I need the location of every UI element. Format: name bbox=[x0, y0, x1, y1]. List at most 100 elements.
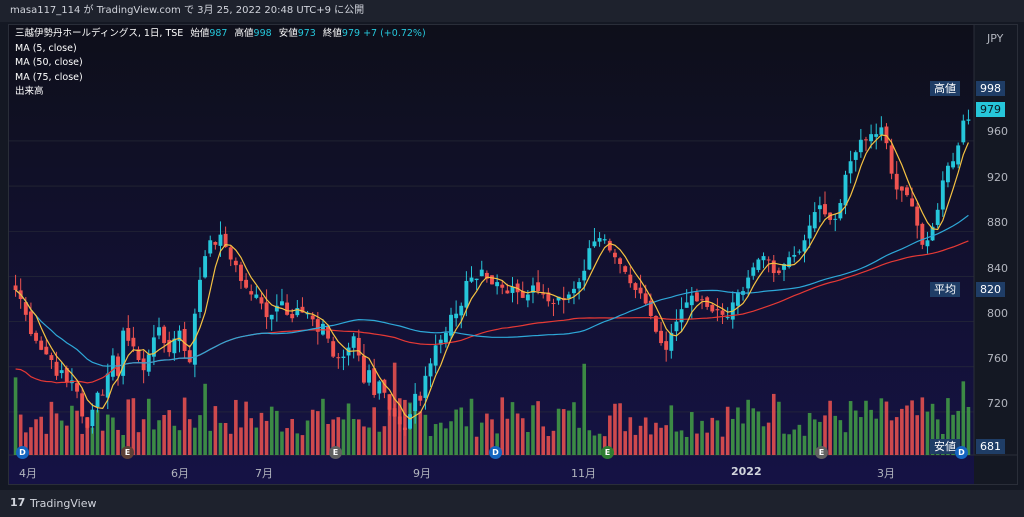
volume-bar bbox=[193, 427, 197, 455]
volume-bar bbox=[884, 401, 889, 455]
candle-body bbox=[198, 279, 202, 312]
candle-body bbox=[853, 152, 858, 160]
avg-tag-value: 820 bbox=[976, 282, 1005, 297]
symbol-name[interactable]: 三越伊勢丹ホールディングス, 1日, TSE bbox=[15, 28, 184, 39]
candle-body bbox=[945, 165, 950, 183]
volume-bar bbox=[951, 414, 955, 455]
candle-body bbox=[669, 332, 674, 351]
earnings-event-icon[interactable]: E bbox=[121, 446, 134, 459]
volume-bar bbox=[464, 426, 469, 455]
volume-bar bbox=[454, 409, 458, 455]
price-tick-800: 800 bbox=[987, 307, 1008, 320]
candle-body bbox=[828, 212, 833, 220]
candle-body bbox=[659, 330, 664, 344]
earnings-event-icon[interactable]: E bbox=[601, 446, 614, 459]
time-label-2022: 2022 bbox=[731, 465, 762, 478]
volume-bar bbox=[49, 401, 54, 455]
candle-body bbox=[182, 328, 187, 351]
candle-body bbox=[223, 233, 228, 248]
volume-bar bbox=[746, 399, 750, 455]
candle-body bbox=[454, 313, 459, 319]
volume-bar bbox=[244, 401, 248, 455]
legend-indicator-ma50[interactable]: MA (50, close) bbox=[15, 57, 83, 68]
volume-bar bbox=[459, 407, 464, 455]
volume-bar bbox=[208, 430, 213, 455]
candle-body bbox=[413, 393, 418, 412]
volume-bar bbox=[152, 429, 156, 455]
volume-bar bbox=[961, 381, 966, 455]
volume-bar bbox=[162, 414, 166, 455]
candle-body bbox=[894, 173, 899, 190]
volume-bar bbox=[131, 398, 136, 455]
candle-body bbox=[167, 339, 172, 353]
candle-body bbox=[889, 145, 894, 174]
price-tick-960: 960 bbox=[987, 125, 1008, 138]
candle-body bbox=[746, 277, 751, 289]
candle-body bbox=[925, 240, 930, 247]
tradingview-logo-icon[interactable]: 17 bbox=[10, 496, 26, 509]
volume-bar bbox=[526, 431, 530, 455]
volume-bar bbox=[664, 425, 668, 455]
volume-bar bbox=[592, 435, 597, 455]
volume-bar bbox=[843, 432, 848, 455]
volume-bar bbox=[203, 383, 207, 455]
dividend-event-icon[interactable]: D bbox=[489, 446, 502, 459]
price-chart[interactable] bbox=[9, 25, 1017, 484]
volume-bar bbox=[326, 424, 330, 455]
volume-bar bbox=[761, 426, 766, 455]
volume-bar bbox=[567, 410, 571, 455]
volume-bar bbox=[485, 413, 489, 455]
volume-bar bbox=[341, 419, 346, 455]
legend-indicator-ma5[interactable]: MA (5, close) bbox=[15, 42, 77, 54]
volume-bar bbox=[18, 414, 23, 455]
candle-body bbox=[244, 279, 249, 288]
candle-body bbox=[39, 340, 44, 350]
volume-bar bbox=[433, 424, 438, 455]
volume-bar bbox=[915, 415, 920, 455]
volume-bar bbox=[730, 418, 735, 455]
volume-bar bbox=[336, 417, 341, 455]
time-label-nov: 11月 bbox=[571, 467, 596, 480]
chart-frame[interactable]: 三越伊勢丹ホールディングス, 1日, TSE 始値987 高値998 安値973… bbox=[8, 24, 1018, 485]
candle-body bbox=[776, 270, 781, 274]
legend-indicator-ma75[interactable]: MA (75, close) bbox=[15, 71, 83, 83]
high-label: 高値 bbox=[234, 28, 254, 39]
legend-indicator-volume[interactable]: 出来高 bbox=[15, 86, 44, 97]
currency-label[interactable]: JPY bbox=[987, 32, 1004, 45]
volume-bar bbox=[690, 412, 694, 455]
volume-bar bbox=[766, 422, 771, 455]
volume-bar bbox=[418, 411, 423, 455]
candle-body bbox=[638, 287, 643, 294]
dividend-event-icon[interactable]: D bbox=[955, 446, 968, 459]
candle-body bbox=[274, 305, 279, 312]
volume-bar bbox=[956, 410, 960, 455]
earnings-event-icon[interactable]: E bbox=[815, 446, 828, 459]
candle-body bbox=[556, 296, 561, 301]
dividend-event-icon[interactable]: D bbox=[16, 446, 29, 459]
candle-body bbox=[592, 241, 597, 247]
volume-bar bbox=[536, 401, 540, 455]
volume-bar bbox=[572, 402, 576, 455]
candle-body bbox=[899, 186, 904, 191]
candle-body bbox=[351, 336, 356, 348]
candle-body bbox=[372, 368, 377, 396]
candle-body bbox=[177, 330, 182, 342]
volume-bar bbox=[864, 400, 868, 455]
tradingview-brand[interactable]: TradingView bbox=[30, 497, 97, 510]
volume-bar bbox=[900, 408, 904, 455]
candle-body bbox=[833, 218, 838, 220]
candle-body bbox=[956, 145, 961, 165]
volume-bar bbox=[275, 410, 279, 455]
volume-bar bbox=[515, 413, 520, 455]
earnings-event-icon[interactable]: E bbox=[329, 446, 342, 459]
candle-body bbox=[331, 341, 336, 357]
volume-bar bbox=[771, 393, 776, 455]
candle-body bbox=[459, 305, 464, 316]
volume-bar bbox=[367, 427, 371, 455]
candle-body bbox=[869, 134, 874, 142]
candle-body bbox=[157, 327, 161, 336]
candle-body bbox=[582, 270, 587, 281]
volume-bar bbox=[889, 420, 894, 455]
volume-bar bbox=[925, 411, 930, 455]
candle-body bbox=[208, 240, 213, 254]
